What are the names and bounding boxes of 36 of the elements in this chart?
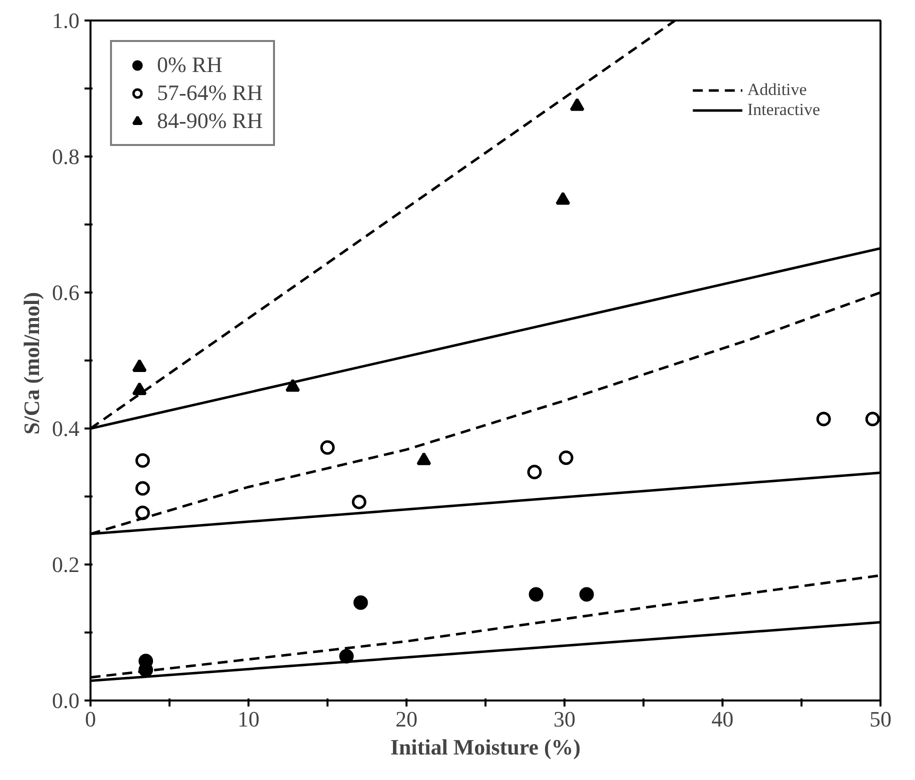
point [320,440,335,455]
x-tick-label: 20 [396,706,418,732]
x-tick-label: 50 [870,706,892,732]
point [132,382,147,396]
legend-label: 0% RH [157,52,222,78]
point [132,359,147,372]
point [353,595,368,610]
point [527,464,542,480]
point [352,494,366,510]
point [579,587,594,602]
point [135,453,150,468]
point [558,450,574,465]
y-tick-label: 0.8 [52,144,80,169]
point [135,481,150,496]
x-tick-label: 30 [554,706,576,732]
point [416,452,432,466]
point [556,192,570,205]
point [135,506,150,520]
x-tick-label: 40 [712,706,734,732]
point [865,412,880,426]
y-axis-title: S/Ca (mol/mol) [19,292,44,434]
point [570,98,584,111]
legend-label: 84-90% RH [157,108,263,134]
x-tick-label: 10 [238,706,260,732]
legend-label: 57-64% RH [157,80,263,106]
point [816,412,831,426]
y-tick-label: 0.0 [52,688,80,713]
y-tick-label: 0.6 [52,280,80,305]
legend-label: Additive [747,80,807,100]
y-tick-label: 0.2 [52,552,80,577]
x-tick-label: 0 [85,706,96,732]
y-tick-label: 1.0 [52,8,80,33]
legend-label: Interactive [747,100,820,120]
x-axis-title: Initial Moisture (%) [390,734,581,760]
point [528,587,544,602]
y-tick-label: 0.4 [52,416,80,441]
